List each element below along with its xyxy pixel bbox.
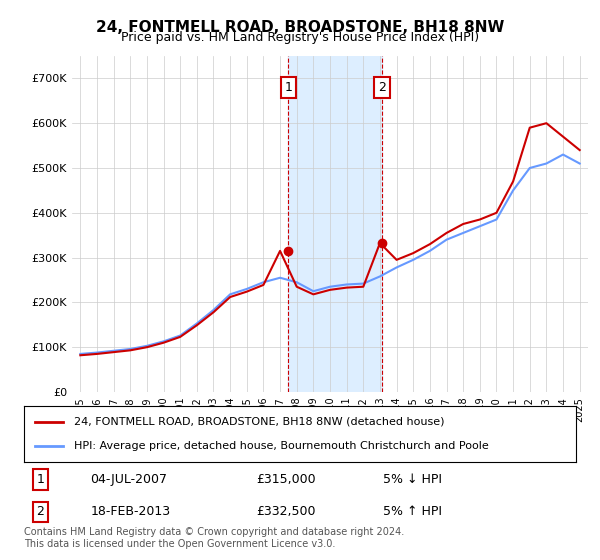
Text: 5% ↑ HPI: 5% ↑ HPI: [383, 505, 442, 519]
Bar: [289, 56, 382, 392]
Text: 18-FEB-2013: 18-FEB-2013: [90, 505, 170, 519]
Text: £332,500: £332,500: [256, 505, 316, 519]
Text: 2: 2: [378, 81, 386, 94]
Text: 24, FONTMELL ROAD, BROADSTONE, BH18 8NW (detached house): 24, FONTMELL ROAD, BROADSTONE, BH18 8NW …: [74, 417, 444, 427]
Text: 2: 2: [37, 505, 44, 519]
Text: 1: 1: [284, 81, 292, 94]
Text: 5% ↓ HPI: 5% ↓ HPI: [383, 473, 442, 486]
Text: £315,000: £315,000: [256, 473, 316, 486]
Text: Contains HM Land Registry data © Crown copyright and database right 2024.
This d: Contains HM Land Registry data © Crown c…: [24, 527, 404, 549]
Text: 1: 1: [37, 473, 44, 486]
Text: HPI: Average price, detached house, Bournemouth Christchurch and Poole: HPI: Average price, detached house, Bour…: [74, 441, 488, 451]
Text: 04-JUL-2007: 04-JUL-2007: [90, 473, 167, 486]
Text: 24, FONTMELL ROAD, BROADSTONE, BH18 8NW: 24, FONTMELL ROAD, BROADSTONE, BH18 8NW: [96, 20, 504, 35]
Text: Price paid vs. HM Land Registry's House Price Index (HPI): Price paid vs. HM Land Registry's House …: [121, 31, 479, 44]
